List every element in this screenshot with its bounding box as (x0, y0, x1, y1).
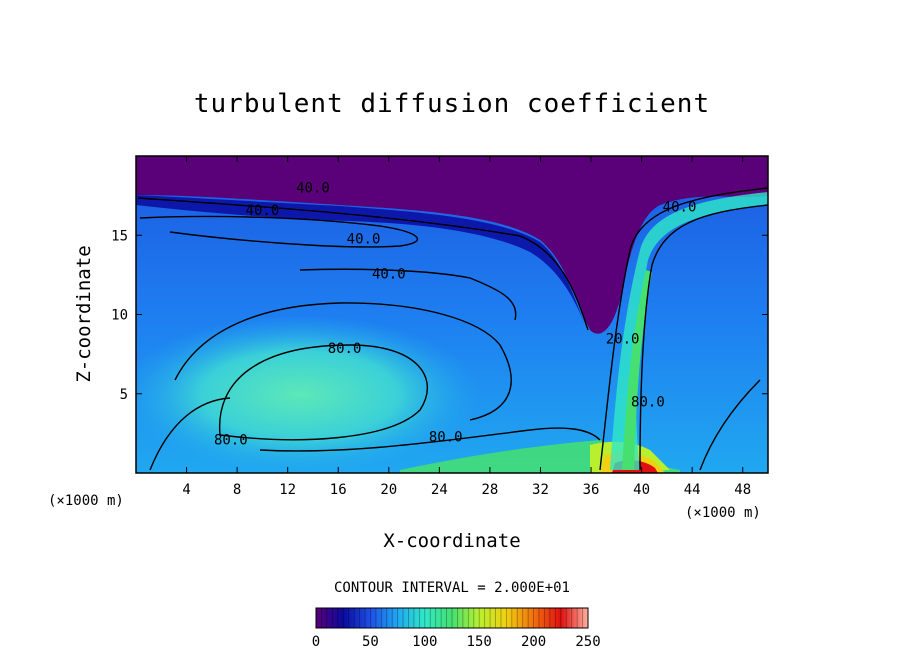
contour-label: 40.0 (347, 231, 381, 247)
colorbar-tick-label: 0 (312, 634, 320, 650)
contour-label: 80.0 (429, 430, 463, 446)
contour-lines (137, 187, 768, 471)
colorbar-bands (321, 608, 583, 628)
chart-title: turbulent diffusion coefficient (194, 89, 710, 119)
colorbar-tick-label: 50 (362, 634, 379, 650)
x-tick-label: 48 (734, 482, 751, 498)
contour-label: 80.0 (631, 395, 665, 411)
y-tick-label: 15 (111, 228, 128, 244)
x-tick-label: 24 (431, 482, 448, 498)
y-axis-ticks: 5 10 15 (111, 228, 768, 403)
contour-interval-label: CONTOUR INTERVAL = 2.000E+01 (334, 580, 570, 596)
contour-label-group: 40.0 40.0 40.0 40.0 40.0 80.0 80.0 80.0 80.0 20.0 (214, 181, 696, 449)
x-tick-label: 28 (481, 482, 498, 498)
x-tick-label: 44 (684, 482, 701, 498)
x-axis-ticks: 4 8 12 16 20 24 28 32 36 40 44 48 (182, 156, 751, 498)
x-tick-label: 8 (233, 482, 241, 498)
y-tick-label: 5 (120, 387, 128, 403)
colorbar-tick-label: 250 (575, 634, 600, 650)
contour-label: 40.0 (663, 200, 697, 216)
x-tick-label: 20 (380, 482, 397, 498)
x-tick-label: 12 (279, 482, 296, 498)
colorbar-tick-label: 150 (467, 634, 492, 650)
x-unit-left: (×1000 m) (48, 493, 124, 509)
contour-label: 80.0 (328, 341, 362, 357)
contour-label: 40.0 (246, 203, 280, 219)
heatmap-field (136, 156, 768, 473)
colorbar-ticks: 0 50 100 150 200 250 (312, 634, 601, 650)
x-tick-label: 36 (583, 482, 600, 498)
contour-label: 20.0 (606, 331, 640, 347)
y-tick-label: 10 (111, 308, 128, 324)
x-tick-label: 40 (633, 482, 650, 498)
contour-label: 40.0 (372, 266, 406, 282)
contour-label: 80.0 (214, 433, 248, 449)
colorbar (315, 607, 589, 629)
x-tick-label: 16 (330, 482, 347, 498)
x-tick-label: 4 (182, 482, 190, 498)
x-unit-right: (×1000 m) (685, 505, 761, 521)
contour-label: 40.0 (296, 181, 330, 197)
colorbar-tick-label: 100 (412, 634, 437, 650)
x-axis-label: X-coordinate (383, 530, 520, 552)
y-axis-label: Z-coordinate (73, 245, 95, 382)
x-tick-label: 32 (532, 482, 549, 498)
colorbar-tick-label: 200 (521, 634, 546, 650)
